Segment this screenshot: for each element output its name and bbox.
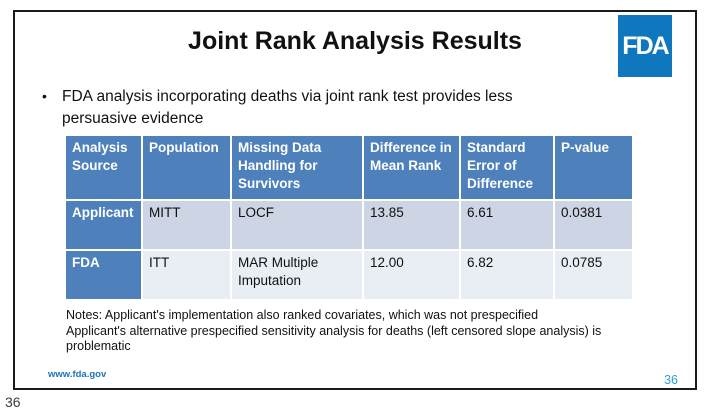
column-header-population: Population [143,136,230,199]
results-table: Analysis Source Population Missing Data … [64,134,634,301]
cell-p-value: 0.0785 [555,251,632,299]
table-row-fda: FDA ITT MAR Multiple Imputation 12.00 6.… [66,251,632,299]
cell-difference-mean-rank: 13.85 [364,201,459,249]
slide-page-number: 36 [664,373,678,387]
fda-logo: FDA [618,15,672,77]
cell-population: MITT [143,201,230,249]
column-header-standard-error: Standard Error of Difference [461,136,553,199]
bullet-icon: • [42,88,47,104]
cell-missing-data-handling: LOCF [232,201,362,249]
cell-standard-error: 6.61 [461,201,553,249]
table-row-applicant: Applicant MITT LOCF 13.85 6.61 0.0381 [66,201,632,249]
cell-standard-error: 6.82 [461,251,553,299]
notes-block: Notes: Applicant's implementation also r… [66,308,666,355]
cell-population: ITT [143,251,230,299]
cell-source: FDA [66,251,141,299]
column-header-missing-data-handling: Missing Data Handling for Survivors [232,136,362,199]
document-page-number: 36 [5,394,21,410]
table-header-row: Analysis Source Population Missing Data … [66,136,632,199]
cell-source: Applicant [66,201,141,249]
column-header-p-value: P-value [555,136,632,199]
column-header-analysis-source: Analysis Source [66,136,141,199]
notes-line-1: Notes: Applicant's implementation also r… [66,308,539,322]
slide: Joint Rank Analysis Results FDA • FDA an… [13,10,697,390]
footer-url-link[interactable]: www.fda.gov [48,369,107,380]
bullet-item: • FDA analysis incorporating deaths via … [42,86,587,130]
fda-logo-text: FDA [622,31,669,60]
cell-p-value: 0.0381 [555,201,632,249]
column-header-difference-mean-rank: Difference in Mean Rank [364,136,459,199]
cell-missing-data-handling: MAR Multiple Imputation [232,251,362,299]
slide-title: Joint Rank Analysis Results [188,27,522,55]
bullet-text: FDA analysis incorporating deaths via jo… [62,88,513,127]
notes-line-2: Applicant's alternative prespecified sen… [66,323,602,354]
cell-difference-mean-rank: 12.00 [364,251,459,299]
